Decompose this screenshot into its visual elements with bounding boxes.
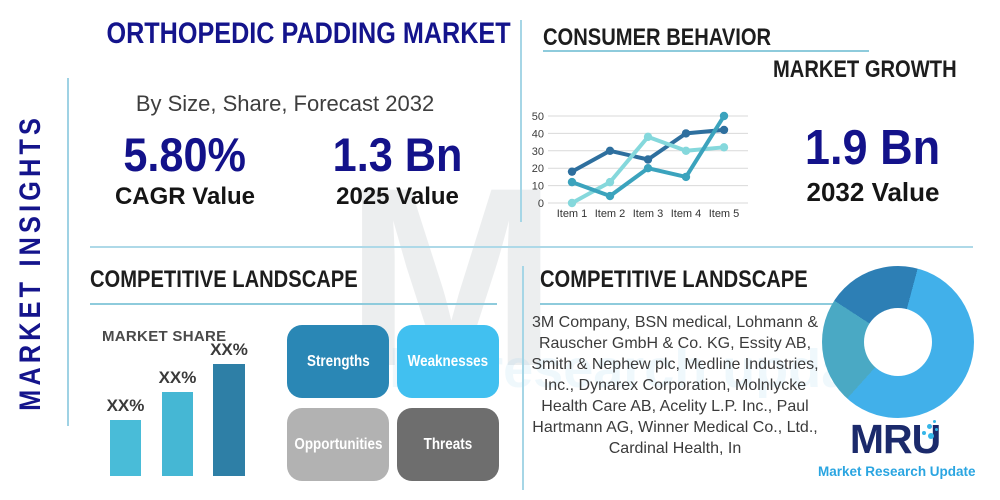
svg-text:Item 4: Item 4 bbox=[671, 208, 702, 220]
mru-logo: MRU bbox=[849, 416, 941, 462]
market-growth-title: MARKET GROWTH bbox=[773, 56, 957, 83]
market-share-bar bbox=[213, 364, 245, 476]
market-share-label: MARKET SHARE bbox=[102, 328, 227, 345]
swot-opportunities-label: Opportunities bbox=[293, 435, 383, 453]
swot-threats-label: Threats bbox=[423, 435, 473, 453]
consumer-behavior-title: CONSUMER BEHAVIOR bbox=[543, 24, 772, 51]
market-share-bar bbox=[110, 420, 141, 476]
swot-strengths-label: Strengths bbox=[306, 352, 370, 370]
svg-text:Item 3: Item 3 bbox=[633, 208, 664, 220]
donut-hole bbox=[864, 308, 932, 376]
svg-text:20: 20 bbox=[532, 163, 544, 175]
value-2032-stat: 1.9 Bn 2032 Value bbox=[778, 120, 968, 208]
bar-data-label: XX% bbox=[210, 340, 248, 359]
swot-strengths-box: Strengths bbox=[287, 325, 389, 398]
left-vertical-rule bbox=[67, 78, 69, 426]
consumer-growth-line-chart: 0 10 20 30 40 50 Item 1 Item 2 Item 3 Item 4 Item … bbox=[532, 111, 748, 220]
logo-droplet-icon bbox=[922, 431, 926, 435]
svg-text:Item 2: Item 2 bbox=[595, 208, 626, 220]
cagr-label: CAGR Value bbox=[114, 183, 256, 211]
swot-weaknesses-label: Weaknesses bbox=[407, 352, 489, 370]
value-2025: 1.3 Bn bbox=[332, 128, 463, 181]
svg-text:Item 1: Item 1 bbox=[557, 208, 588, 220]
logo-droplet-icon bbox=[928, 433, 934, 439]
page-title: ORTHOPEDIC PADDING MARKET bbox=[106, 17, 511, 50]
competitive-landscape-left-title: COMPETITIVE LANDSCAPE bbox=[90, 266, 358, 293]
competitive-landscape-right-underline bbox=[540, 303, 871, 305]
swot-opportunities-box: Opportunities bbox=[287, 408, 389, 481]
cagr-value: 5.80% bbox=[123, 128, 247, 181]
svg-text:30: 30 bbox=[532, 146, 544, 158]
competitive-landscape-left-underline bbox=[90, 303, 497, 305]
top-right-vertical-rule bbox=[520, 20, 522, 222]
label-2025: 2025 Value bbox=[336, 183, 459, 211]
svg-text:50: 50 bbox=[532, 111, 544, 123]
swot-threats-box: Threats bbox=[397, 408, 499, 481]
svg-text:0: 0 bbox=[538, 198, 544, 210]
market-share-bar bbox=[162, 392, 193, 476]
svg-text:10: 10 bbox=[532, 181, 544, 193]
cagr-stat: 5.80% CAGR Value bbox=[85, 128, 285, 211]
value-2025-stat: 1.3 Bn 2025 Value bbox=[305, 128, 490, 211]
bar-data-label: XX% bbox=[158, 368, 197, 387]
svg-text:40: 40 bbox=[532, 128, 544, 140]
bar-data-label: XX% bbox=[106, 396, 145, 415]
swot-weaknesses-box: Weaknesses bbox=[397, 325, 499, 398]
consumer-behavior-underline bbox=[543, 50, 869, 52]
horizontal-divider bbox=[90, 246, 973, 248]
companies-list: 3M Company, BSN medical, Lohmann & Rausc… bbox=[531, 314, 819, 457]
label-2032: 2032 Value bbox=[806, 177, 940, 208]
mru-logo-subtext: Market Research Update bbox=[818, 464, 976, 479]
bottom-right-vertical-rule bbox=[522, 266, 524, 490]
logo-droplet-icon bbox=[935, 428, 938, 431]
company-share-donut-chart bbox=[822, 266, 974, 418]
page-subtitle: By Size, Share, Forecast 2032 bbox=[135, 91, 435, 116]
vertical-market-insights-label: MARKET INSIGHTS bbox=[14, 113, 47, 411]
svg-text:Item 5: Item 5 bbox=[709, 208, 740, 220]
logo-droplet-icon bbox=[933, 420, 936, 423]
value-2032: 1.9 Bn bbox=[805, 121, 941, 175]
logo-droplet-icon bbox=[927, 424, 932, 429]
competitive-landscape-right-title: COMPETITIVE LANDSCAPE bbox=[540, 266, 808, 293]
